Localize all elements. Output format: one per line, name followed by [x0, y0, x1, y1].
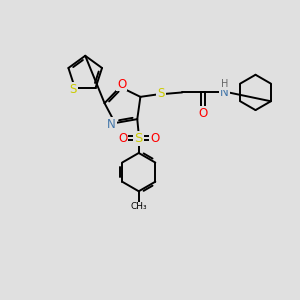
- Text: S: S: [70, 83, 77, 96]
- Text: O: O: [150, 132, 159, 145]
- Text: N: N: [220, 86, 229, 99]
- Text: O: O: [118, 132, 128, 145]
- Text: H: H: [221, 79, 228, 89]
- Text: CH₃: CH₃: [130, 202, 147, 211]
- Text: S: S: [157, 87, 165, 101]
- Text: O: O: [199, 107, 208, 120]
- Text: S: S: [135, 132, 143, 145]
- Text: O: O: [117, 77, 126, 91]
- Text: N: N: [107, 118, 116, 131]
